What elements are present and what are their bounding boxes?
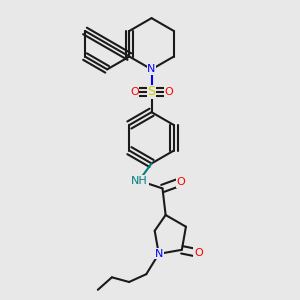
Text: O: O — [130, 87, 139, 97]
Text: S: S — [148, 85, 156, 98]
Text: N: N — [147, 64, 156, 74]
Text: N: N — [154, 249, 163, 259]
Text: O: O — [194, 248, 203, 258]
Text: O: O — [176, 177, 185, 187]
Text: NH: NH — [131, 176, 148, 186]
Text: O: O — [164, 87, 173, 97]
